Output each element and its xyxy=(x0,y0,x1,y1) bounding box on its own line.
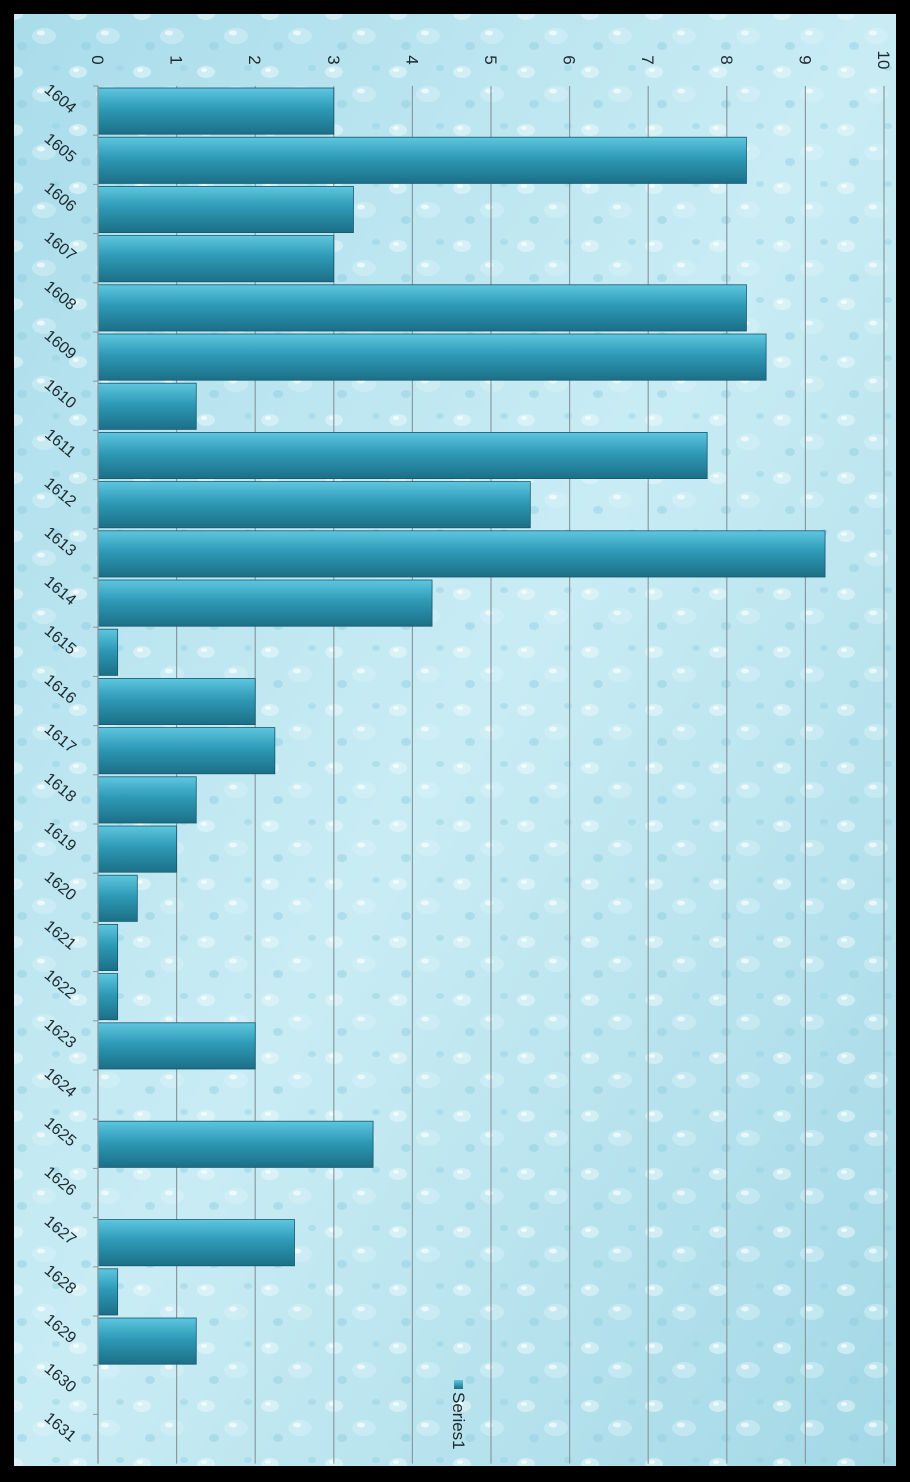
bar xyxy=(97,382,197,430)
bar xyxy=(97,1268,119,1316)
value-tick-label: 6 xyxy=(560,55,579,64)
bar xyxy=(97,185,354,233)
legend-label: Series1 xyxy=(449,1392,468,1450)
value-tick-label: 10 xyxy=(874,51,893,70)
value-tick-label: 4 xyxy=(402,55,421,64)
bar xyxy=(97,333,767,381)
bar xyxy=(97,1219,295,1267)
value-tick-label: 1 xyxy=(167,55,186,64)
bar xyxy=(97,1022,256,1070)
bar xyxy=(97,579,433,627)
value-tick-label: 9 xyxy=(795,55,814,64)
bar xyxy=(97,87,335,135)
value-tick-label: 2 xyxy=(245,55,264,64)
bar xyxy=(97,235,335,283)
bar xyxy=(97,924,119,972)
bar xyxy=(97,678,256,726)
bar xyxy=(97,530,826,578)
bar xyxy=(97,727,276,775)
bar xyxy=(97,973,119,1021)
bar xyxy=(97,481,531,529)
legend-swatch xyxy=(454,1380,463,1389)
bar xyxy=(97,136,747,184)
value-tick-label: 7 xyxy=(638,55,657,64)
value-tick-label: 5 xyxy=(481,55,500,64)
value-tick-label: 0 xyxy=(88,55,107,64)
legend: Series1 xyxy=(449,1380,468,1450)
bar xyxy=(97,1317,197,1365)
value-tick-label: 3 xyxy=(324,55,343,64)
bar xyxy=(97,825,177,873)
axes xyxy=(93,85,99,1464)
bar xyxy=(97,874,138,922)
bar xyxy=(97,431,708,479)
value-tick-label: 8 xyxy=(717,55,736,64)
bar xyxy=(97,284,747,332)
bar xyxy=(97,1120,374,1168)
bars xyxy=(97,87,826,1365)
bar xyxy=(97,628,119,676)
bar xyxy=(97,776,197,824)
